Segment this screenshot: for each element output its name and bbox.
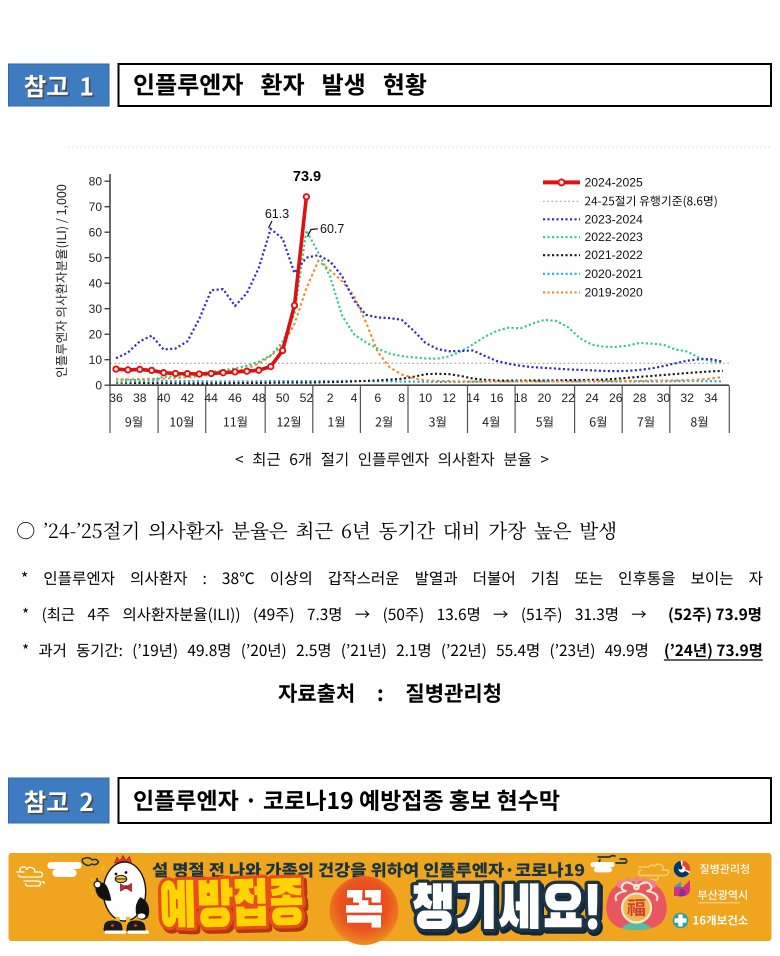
- svg-text:40: 40: [89, 276, 103, 290]
- svg-text:10: 10: [419, 391, 433, 405]
- svg-text:34: 34: [704, 391, 718, 405]
- svg-text:8: 8: [398, 391, 405, 405]
- svg-text:44: 44: [204, 391, 218, 405]
- svg-text:28: 28: [633, 391, 647, 405]
- svg-text:48: 48: [252, 391, 266, 405]
- svg-text:2022-2023: 2022-2023: [585, 230, 644, 244]
- svg-text:46: 46: [228, 391, 242, 405]
- svg-text:2019-2020: 2019-2020: [585, 285, 644, 299]
- svg-text:20: 20: [89, 327, 103, 341]
- svg-text:50: 50: [89, 251, 103, 265]
- svg-text:42: 42: [181, 391, 195, 405]
- svg-text:50: 50: [276, 391, 290, 405]
- svg-text:36: 36: [109, 391, 123, 405]
- svg-text:0: 0: [95, 378, 102, 392]
- svg-text:20: 20: [538, 391, 552, 405]
- svg-text:10: 10: [89, 353, 103, 367]
- svg-text:2021-2022: 2021-2022: [585, 248, 644, 262]
- svg-text:2020-2021: 2020-2021: [585, 267, 644, 281]
- svg-text:30: 30: [89, 302, 103, 316]
- svg-text:2024-2025: 2024-2025: [585, 175, 644, 189]
- svg-text:60.7: 60.7: [320, 222, 344, 236]
- svg-text:61.3: 61.3: [265, 207, 289, 221]
- svg-text:73.9: 73.9: [293, 169, 321, 185]
- svg-text:12: 12: [442, 391, 456, 405]
- svg-text:30: 30: [657, 391, 671, 405]
- svg-text:14: 14: [466, 391, 480, 405]
- svg-text:2023-2024: 2023-2024: [585, 212, 644, 226]
- svg-text:40: 40: [157, 391, 171, 405]
- svg-text:60: 60: [89, 225, 103, 239]
- svg-text:2: 2: [327, 391, 334, 405]
- svg-text:52: 52: [300, 391, 314, 405]
- svg-text:18: 18: [514, 391, 528, 405]
- svg-text:70: 70: [89, 200, 103, 214]
- svg-text:38: 38: [133, 391, 147, 405]
- svg-text:16: 16: [490, 391, 504, 405]
- svg-text:26: 26: [609, 391, 623, 405]
- svg-text:32: 32: [680, 391, 694, 405]
- svg-text:22: 22: [561, 391, 575, 405]
- svg-text:4: 4: [351, 391, 358, 405]
- svg-text:6: 6: [374, 391, 381, 405]
- svg-text:24: 24: [585, 391, 599, 405]
- svg-text:80: 80: [89, 174, 103, 188]
